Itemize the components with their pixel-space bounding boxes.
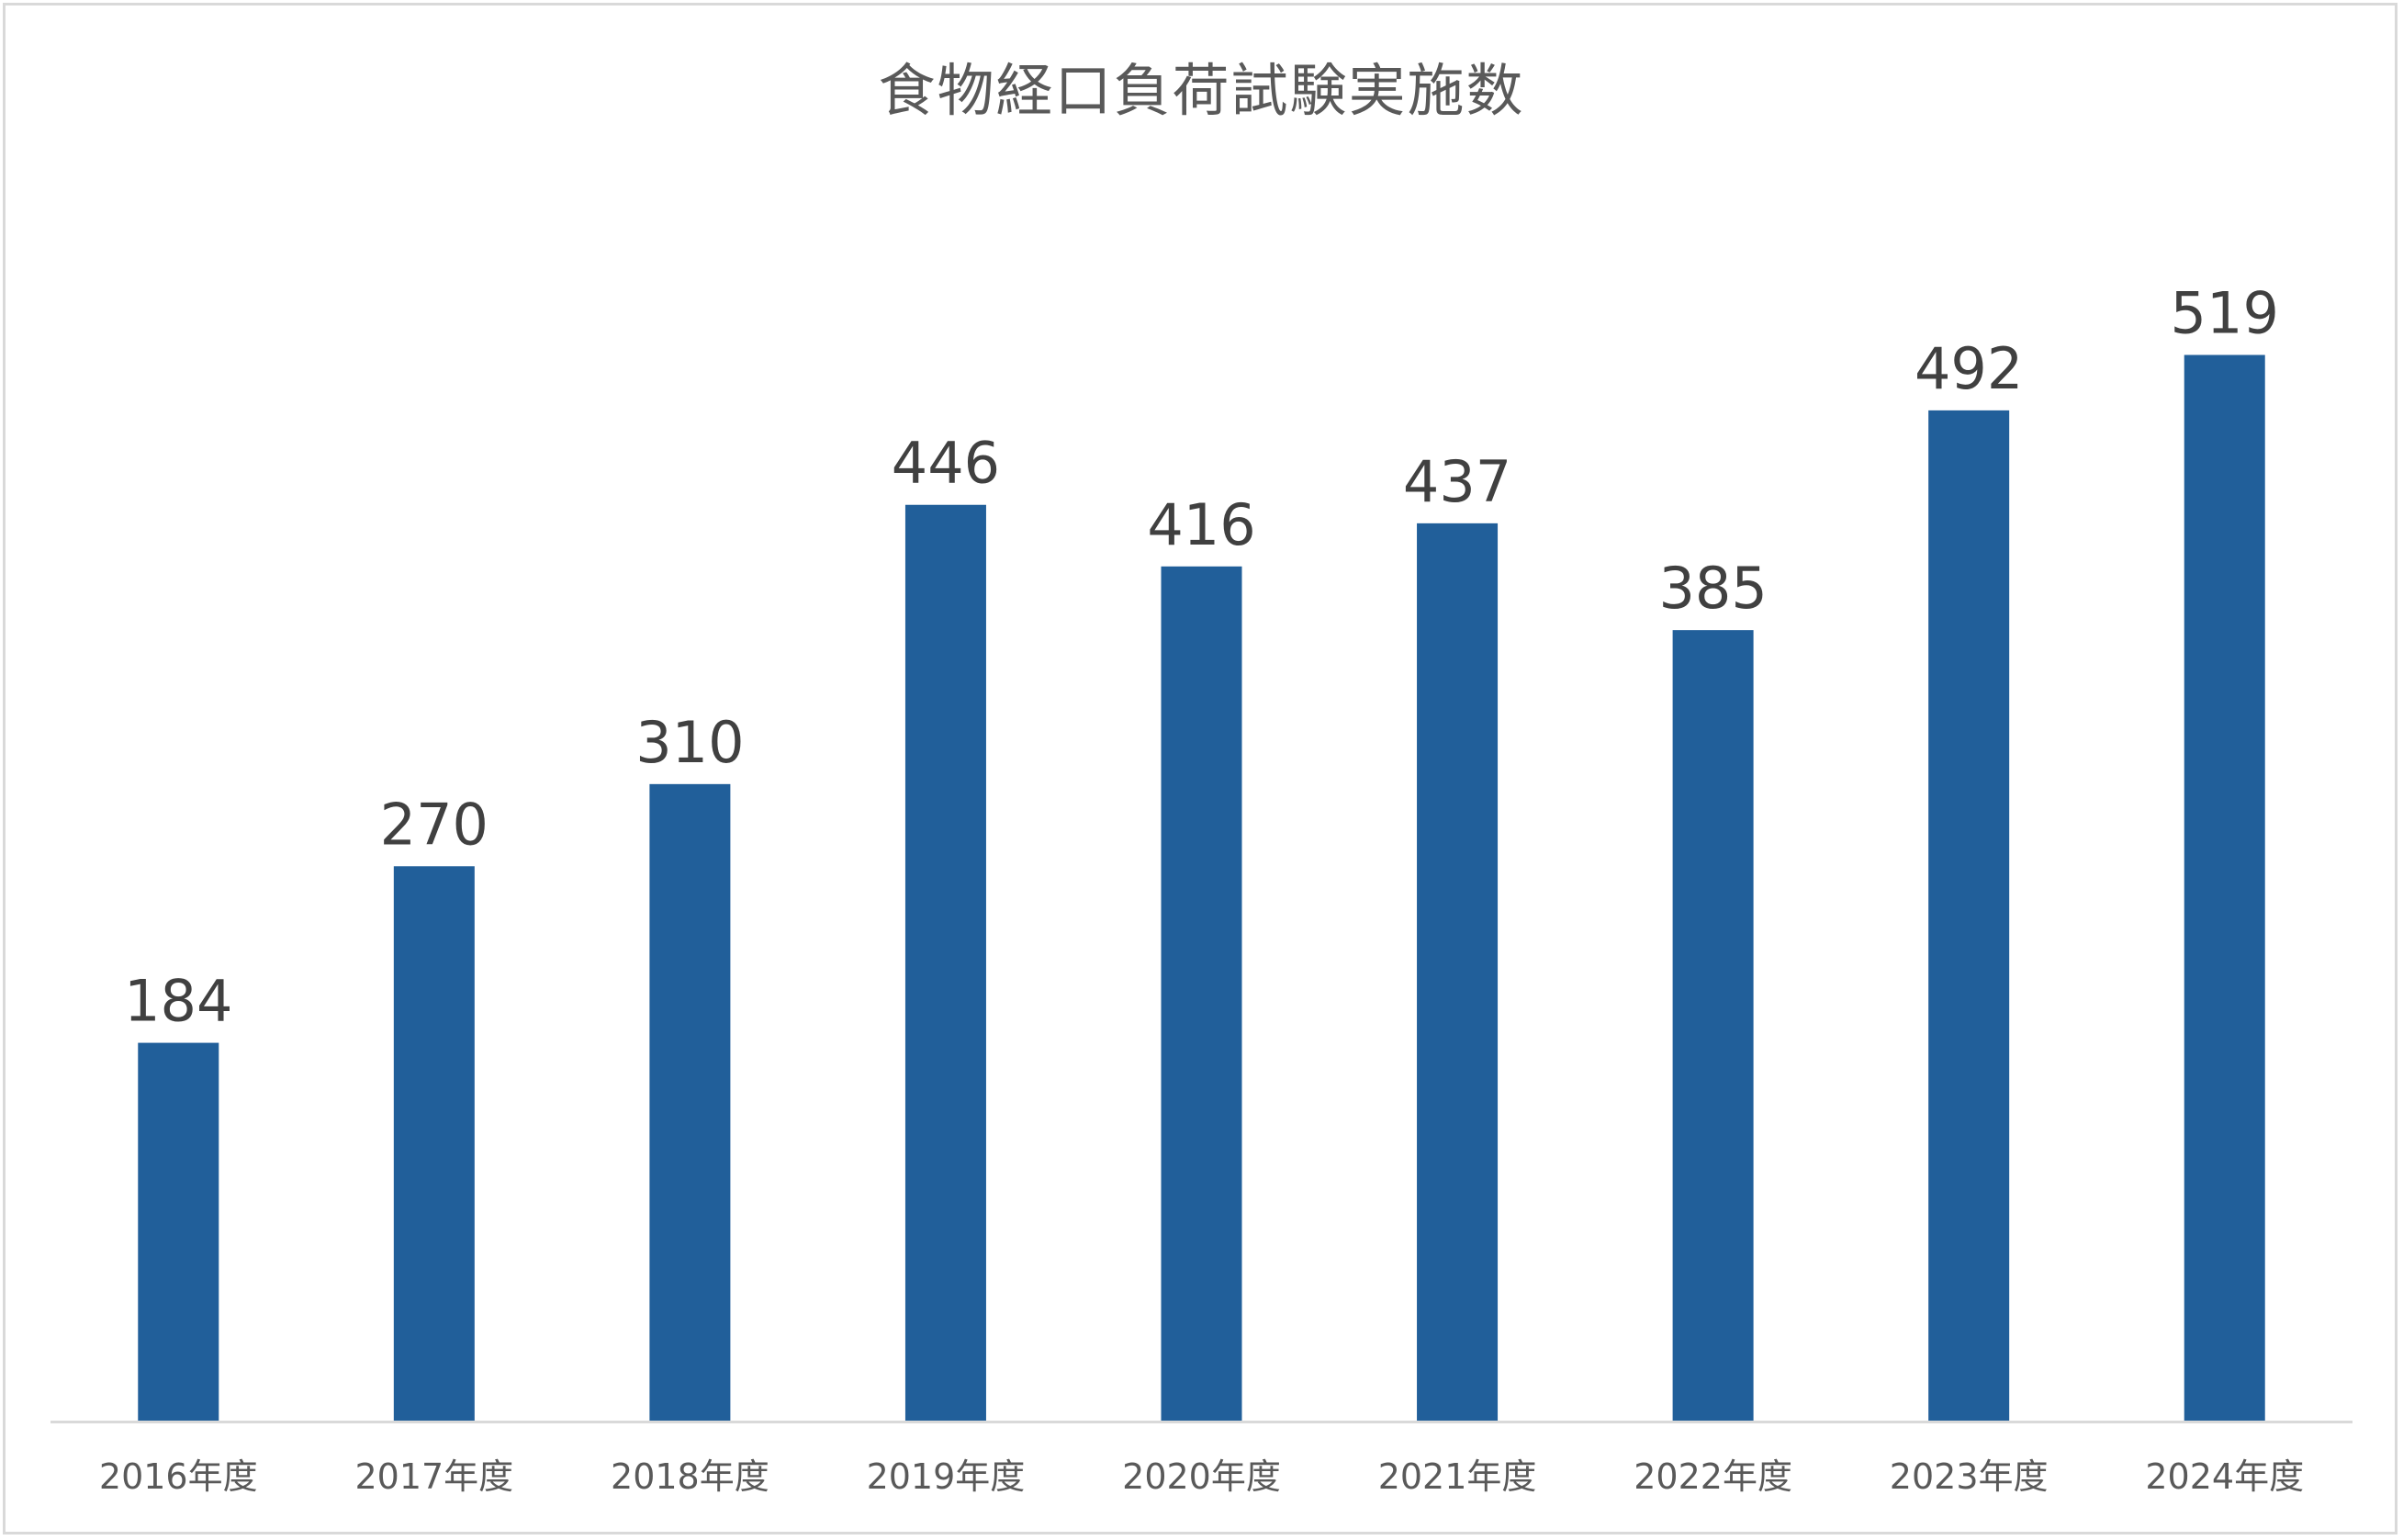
chart-title: 食物経口負荷試験実施数 bbox=[878, 57, 1525, 124]
data-label-2023年度: 492 bbox=[1915, 335, 2023, 402]
data-label-2022年度: 385 bbox=[1658, 555, 1767, 622]
bar-2017年度 bbox=[393, 866, 475, 1421]
data-label-2024年度: 519 bbox=[2171, 280, 2279, 347]
x-tick-label-2019年度: 2019年度 bbox=[867, 1456, 1026, 1497]
bar-2019年度 bbox=[904, 504, 986, 1421]
x-tick-label-2018年度: 2018年度 bbox=[611, 1456, 769, 1497]
x-tick-label-2020年度: 2020年度 bbox=[1122, 1456, 1281, 1497]
bar-2021年度 bbox=[1417, 523, 1499, 1421]
x-tick-label-2024年度: 2024年度 bbox=[2145, 1456, 2304, 1497]
data-label-2016年度: 184 bbox=[124, 968, 232, 1035]
data-label-2021年度: 437 bbox=[1403, 448, 1511, 515]
x-tick-label-2016年度: 2016年度 bbox=[99, 1456, 258, 1497]
data-labels-group: 184 270 310 446 416 437 385 492 519 bbox=[124, 280, 2279, 1035]
bar-2020年度 bbox=[1161, 566, 1242, 1421]
data-label-2017年度: 270 bbox=[380, 791, 488, 858]
bar-2023年度 bbox=[1928, 410, 2010, 1422]
bar-2016年度 bbox=[138, 1042, 219, 1421]
data-label-2019年度: 446 bbox=[892, 430, 1000, 497]
bars-group bbox=[138, 354, 2265, 1422]
x-tick-label-2021年度: 2021年度 bbox=[1378, 1456, 1537, 1497]
x-tick-label-2023年度: 2023年度 bbox=[1890, 1456, 2049, 1497]
data-label-2018年度: 310 bbox=[635, 709, 744, 776]
data-label-2020年度: 416 bbox=[1147, 491, 1255, 558]
bar-2024年度 bbox=[2184, 354, 2265, 1421]
bar-2018年度 bbox=[649, 783, 731, 1421]
x-tick-label-2017年度: 2017年度 bbox=[354, 1456, 513, 1497]
tick-labels-group: 2016年度 2017年度 2018年度 2019年度 2020年度 2021年度 2022… bbox=[99, 1456, 2304, 1497]
bar-2022年度 bbox=[1672, 630, 1754, 1421]
x-tick-label-2022年度: 2022年度 bbox=[1634, 1456, 1792, 1497]
